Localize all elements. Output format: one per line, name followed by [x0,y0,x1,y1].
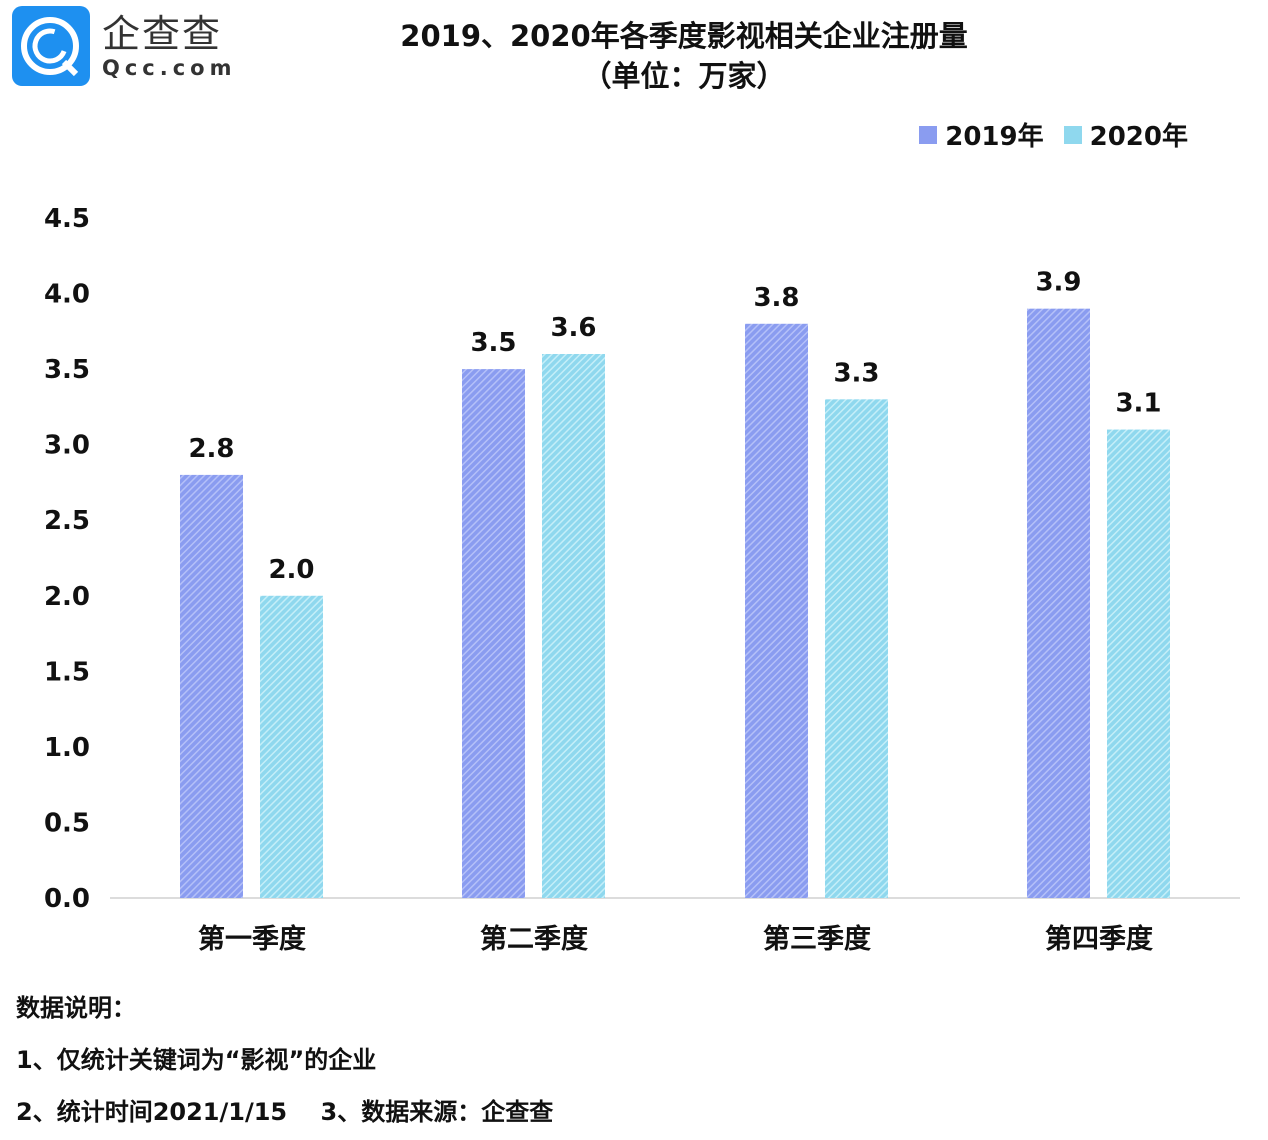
y-tick-label: 1.5 [44,657,90,687]
logo-cn: 企查查 [102,12,223,56]
data-label: 2.0 [268,555,314,585]
data-label: 2.8 [188,434,234,464]
data-label: 3.1 [1115,389,1161,419]
y-tick-label: 4.0 [44,280,90,310]
bar-2020年-第一季度 [260,595,323,898]
logo-en: Qcc.com [102,56,237,80]
bar-2019年-第二季度 [462,369,525,899]
data-label: 3.8 [753,283,799,313]
chart-subtitle: （单位：万家） [582,59,786,93]
y-tick-label: 2.5 [44,506,90,536]
data-label: 3.5 [470,328,516,358]
y-tick-label: 0.0 [44,884,90,914]
y-tick-label: 3.0 [44,431,90,461]
legend: 2019年 2020年 [899,116,1188,153]
data-label: 3.3 [833,358,879,388]
data-label: 3.9 [1035,268,1081,298]
x-tick-label: 第二季度 [480,923,588,955]
y-tick-label: 0.5 [44,808,90,838]
notes-line-2: 2、统计时间2021/1/15 3、数据来源：企查查 [16,1098,554,1126]
x-tick-label: 第四季度 [1045,923,1153,955]
chart-title: 2019、2020年各季度影视相关企业注册量 [400,19,968,53]
notes: 数据说明： 1、仅统计关键词为“影视”的企业 2、统计时间2021/1/15 3… [16,982,553,1138]
legend-swatch-2020 [1063,125,1082,144]
bar-2020年-第三季度 [825,399,888,898]
bar-chart: 0.0 0.5 1.0 1.5 2.0 2.5 3.0 3.5 4.0 4.5 第一季度 2.8 2.0… [44,204,1240,955]
legend-label-2019: 2019年 [945,122,1044,152]
x-tick-label: 第三季度 [763,923,871,955]
y-tick-label: 4.5 [44,204,90,234]
logo-icon [12,6,90,86]
legend-swatch-2019 [919,125,938,144]
qcc-logo: 企查查 Qcc.com [12,6,236,86]
bar-2020年-第四季度 [1107,429,1170,898]
x-tick-label: 第一季度 [198,923,306,955]
legend-label-2020: 2020年 [1089,122,1188,152]
y-tick-label: 1.0 [44,733,90,763]
y-tick-label: 3.5 [44,355,90,385]
notes-heading: 数据说明： [16,994,136,1022]
notes-line-1: 1、仅统计关键词为“影视”的企业 [16,1046,377,1074]
bar-2019年-第三季度 [745,323,808,898]
bar-2020年-第二季度 [542,354,605,898]
y-tick-label: 2.0 [44,582,90,612]
bar-2019年-第一季度 [180,474,243,898]
data-label: 3.6 [550,313,596,343]
bar-2019年-第四季度 [1027,308,1090,899]
chart-title-block: 2019、2020年各季度影视相关企业注册量 （单位：万家） [0,16,1268,96]
